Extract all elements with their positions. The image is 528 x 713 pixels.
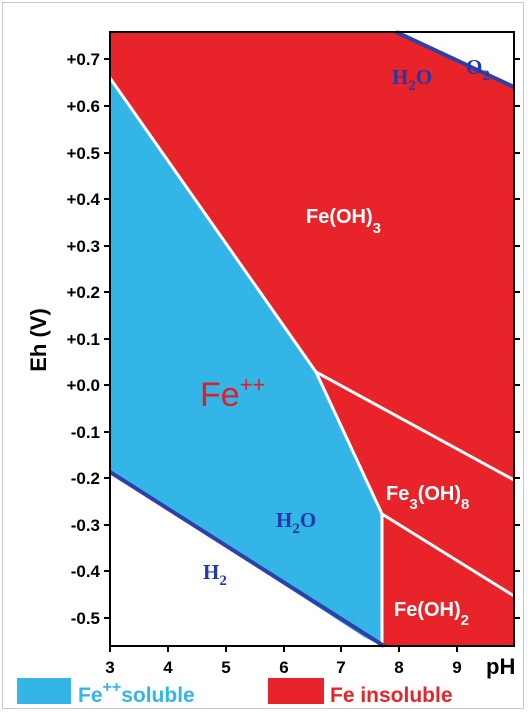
boundary-fe-fe3oh8 — [314, 371, 384, 515]
label-fe-oh3: Fe(OH)3 — [306, 206, 381, 237]
y-tick-label: -0.4 — [71, 562, 101, 581]
boundary-fe-feoh3 — [108, 77, 318, 373]
y-tick-label: +0.0 — [66, 376, 100, 395]
y-tick-label: +0.3 — [66, 237, 100, 256]
y-axis-title: Eh (V) — [26, 308, 51, 372]
legend-label-soluble: Fe++soluble — [78, 679, 195, 707]
region-fe-soluble — [110, 78, 382, 646]
region-fe-insoluble — [110, 32, 514, 646]
x-tick-label: 6 — [279, 658, 288, 677]
label-fe-oh2: Fe(OH)2 — [394, 599, 469, 629]
water-line-lower — [108, 470, 386, 648]
boundary-fe3oh8-feoh2 — [381, 512, 515, 598]
y-tick-label: +0.7 — [66, 50, 100, 69]
x-tick-label: 7 — [336, 658, 345, 677]
legend: Fe++soluble Fe insoluble — [17, 678, 453, 707]
x-axis-title: pH — [486, 654, 515, 679]
water-line-upper — [395, 30, 515, 89]
y-tick-labels: +0.7 +0.6 +0.5 +0.4 +0.3 +0.2 +0.1 +0.0 … — [66, 50, 100, 628]
label-fe3-oh8: Fe3(OH)8 — [386, 483, 469, 513]
y-tick-label: +0.5 — [66, 144, 100, 163]
y-tick-label: -0.5 — [71, 609, 100, 628]
x-tick-label: 5 — [221, 658, 230, 677]
label-h2o-upper: H2O — [392, 65, 432, 94]
label-fe-ion: Fe++ — [200, 372, 265, 414]
y-tick-label: -0.3 — [71, 516, 100, 535]
label-h2: H2 — [203, 560, 227, 589]
label-h2o-lower: H2O — [276, 508, 316, 537]
legend-swatch-soluble — [17, 678, 71, 704]
legend-label-insoluble: Fe insoluble — [330, 684, 453, 707]
label-o2: O2 — [466, 55, 490, 84]
y-tick-label: +0.2 — [66, 283, 100, 302]
y-tick-label: -0.1 — [71, 423, 100, 442]
phase-boundaries — [108, 77, 515, 646]
x-tick-label: 9 — [452, 658, 461, 677]
tick-marks — [104, 58, 520, 652]
y-tick-label: -0.2 — [71, 469, 100, 488]
x-tick-label: 8 — [394, 658, 403, 677]
legend-swatch-insoluble — [268, 678, 324, 704]
y-tick-label: +0.6 — [66, 97, 100, 116]
x-tick-label: 3 — [105, 658, 114, 677]
x-tick-labels: 3 4 5 6 7 8 9 — [105, 658, 461, 677]
boundary-feoh3-fe3oh8 — [315, 370, 515, 482]
y-tick-label: +0.1 — [66, 330, 100, 349]
x-tick-label: 4 — [163, 658, 173, 677]
y-tick-label: +0.4 — [66, 190, 100, 209]
